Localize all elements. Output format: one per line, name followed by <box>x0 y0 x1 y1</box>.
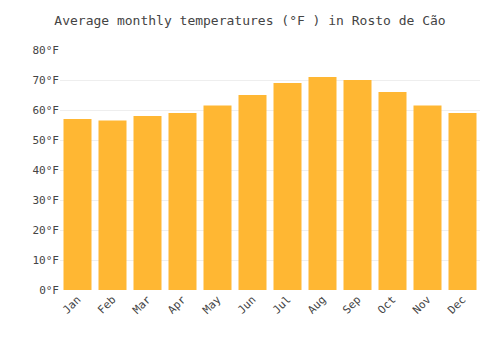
svg-text:50°F: 50°F <box>33 134 60 147</box>
svg-text:Oct: Oct <box>375 293 398 316</box>
svg-text:Sep: Sep <box>340 293 363 316</box>
svg-text:Aug: Aug <box>305 293 328 316</box>
svg-text:Mar: Mar <box>130 293 154 317</box>
svg-text:Average monthly temperatures (: Average monthly temperatures (°F ) in Ro… <box>54 13 445 28</box>
svg-text:80°F: 80°F <box>33 44 60 57</box>
svg-text:10°F: 10°F <box>33 254 60 267</box>
svg-text:0°F: 0°F <box>39 284 59 297</box>
svg-text:40°F: 40°F <box>33 164 60 177</box>
svg-text:20°F: 20°F <box>33 224 60 237</box>
svg-text:Nov: Nov <box>410 293 434 317</box>
svg-text:Dec: Dec <box>445 293 468 316</box>
svg-text:70°F: 70°F <box>33 74 60 87</box>
svg-text:60°F: 60°F <box>33 104 60 117</box>
svg-text:Feb: Feb <box>95 293 118 316</box>
svg-text:Apr: Apr <box>165 293 189 317</box>
svg-text:May: May <box>200 293 224 317</box>
svg-text:Jun: Jun <box>235 293 258 316</box>
svg-text:Jan: Jan <box>60 293 83 316</box>
svg-text:30°F: 30°F <box>33 194 60 207</box>
svg-text:Jul: Jul <box>270 293 293 316</box>
